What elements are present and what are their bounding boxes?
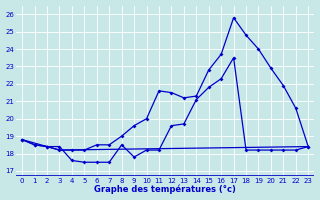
X-axis label: Graphe des températures (°c): Graphe des températures (°c) [94,185,236,194]
